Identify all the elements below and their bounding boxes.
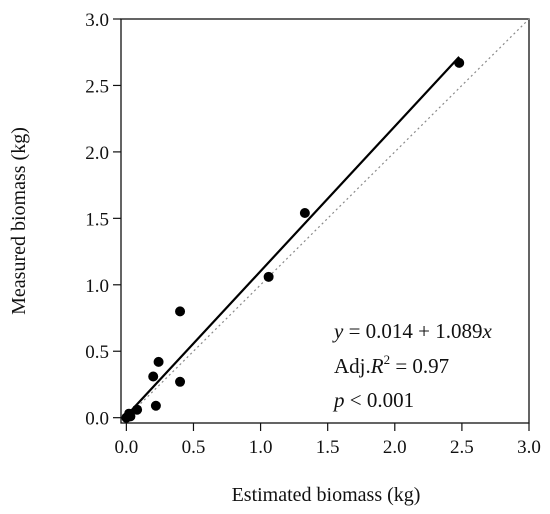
p-annotation: p < 0.001 [332, 388, 414, 412]
equation-y-var: y [332, 319, 344, 343]
data-point [299, 208, 310, 219]
x-axis: 0.0 0.5 1.0 1.5 2.0 2.5 3.0 [114, 423, 541, 458]
r2-prefix: Adj. [334, 354, 371, 378]
p-symbol: p [332, 388, 345, 412]
equation-annotation: y = 0.014 + 1.089x [332, 319, 493, 343]
x-tick-label: 0.5 [182, 437, 206, 458]
equation-rhs: = 0.014 + 1.089 [343, 319, 482, 343]
data-points [121, 57, 465, 423]
data-point [150, 400, 161, 411]
x-axis-title: Estimated biomass (kg) [232, 484, 421, 506]
data-point [175, 376, 186, 387]
equation-x-var: x [482, 319, 493, 343]
r2-value: = 0.97 [390, 354, 449, 378]
r2-annotation: Adj.R2 = 0.97 [334, 352, 449, 378]
y-axis-title: Measured biomass (kg) [8, 127, 30, 315]
y-tick-label: 2.5 [85, 76, 109, 97]
y-tick-label: 0.0 [85, 409, 109, 430]
r2-exponent: 2 [384, 352, 391, 367]
data-point [148, 371, 159, 382]
y-tick-label: 1.5 [85, 209, 109, 230]
regression-line [125, 56, 461, 417]
x-tick-label: 2.5 [450, 437, 474, 458]
x-tick-label: 1.0 [249, 437, 273, 458]
y-axis: 0.0 0.5 1.0 1.5 2.0 2.5 3.0 [85, 10, 121, 430]
y-tick-label: 1.0 [85, 276, 109, 297]
r2-symbol: R [370, 354, 384, 378]
data-point [132, 404, 143, 415]
x-tick-label: 0.0 [114, 437, 138, 458]
p-value: < 0.001 [345, 388, 415, 412]
data-point [263, 271, 274, 282]
data-point [454, 57, 465, 68]
x-tick-label: 2.0 [383, 437, 407, 458]
y-tick-label: 2.0 [85, 143, 109, 164]
y-tick-label: 0.5 [85, 342, 109, 363]
data-point [125, 411, 136, 422]
reference-line-1to1 [125, 18, 530, 419]
data-point [175, 306, 186, 317]
x-tick-label: 3.0 [517, 437, 541, 458]
plot-frame [120, 18, 530, 424]
y-tick-label: 3.0 [85, 10, 109, 31]
x-tick-label: 1.5 [316, 437, 340, 458]
data-point [153, 356, 164, 367]
